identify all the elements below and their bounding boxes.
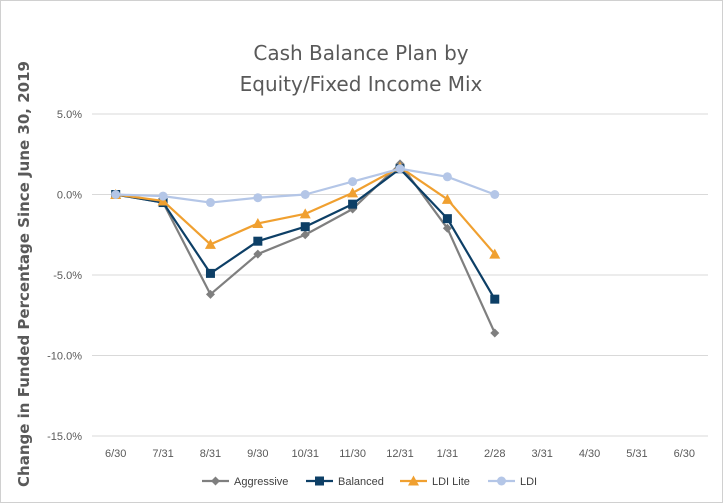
data-point-square [253,236,263,246]
data-point-square [205,268,215,278]
x-tick-label: 12/31 [386,448,414,460]
x-tick-label: 10/31 [291,448,319,460]
data-point-triangle [441,193,453,204]
data-point-triangle [489,248,501,259]
data-point-diamond [300,230,310,240]
data-point-circle [395,164,405,174]
data-point-circle [158,191,168,201]
data-point-circle [253,193,263,203]
x-tick-label: 5/31 [626,448,647,460]
x-tick-labels: 6/30 7/31 8/31 9/30 10/31 11/30 12/31 1/31 2/28 3… [105,448,695,460]
x-tick-label: 11/30 [339,448,366,460]
x-tick-label: 6/30 [674,448,695,460]
data-point-diamond [442,223,452,233]
data-point-circle [300,190,310,199]
data-point-square [315,476,324,486]
legend-item: LDI [488,476,537,488]
data-point-circle [205,198,215,208]
x-tick-label: 9/30 [247,448,268,460]
data-point-circle [490,190,500,199]
gridlines [92,113,708,437]
data-point-triangle [299,208,311,219]
data-point-triangle [204,238,216,249]
data-point-circle [111,190,121,199]
data-point-diamond [211,476,220,486]
data-point-square [300,222,310,232]
legend-item: Aggressive [202,476,288,488]
legend-label: Aggressive [234,476,288,488]
series-line [115,162,496,334]
data-point-diamond [253,249,263,259]
data-point-triangle [347,187,359,198]
legend-label: LDI [520,476,537,488]
x-tick-label: 8/31 [200,448,221,460]
y-tick-labels: 5.0% 0.0% -5.0% -10.0% -15.0% [47,109,82,443]
data-point-triangle [252,217,264,228]
chart-title-line1: Cash Balance Plan by [253,41,468,65]
legend: Aggressive Balanced LDI Lite LDI [202,475,537,488]
x-tick-label: 2/28 [484,448,505,460]
y-axis-title: Change in Funded Percentage Since June 3… [15,61,33,487]
series-lines [110,159,501,338]
x-tick-label: 4/30 [579,448,600,460]
data-point-diamond [490,328,500,338]
x-tick-label: 6/30 [105,448,126,460]
y-tick-label: 5.0% [57,109,82,121]
data-point-square [348,199,358,209]
data-point-circle [348,177,358,187]
legend-label: Balanced [338,476,384,488]
y-tick-label: -15.0% [47,431,82,443]
legend-item: Balanced [306,476,384,488]
data-point-diamond [205,289,215,299]
y-tick-label: 0.0% [57,190,82,202]
series-aggressive [111,159,500,338]
legend-item: LDI Lite [400,475,470,488]
series-ldi [111,164,500,208]
y-tick-label: -10.0% [47,351,82,363]
data-point-circle [442,172,452,182]
x-tick-label: 3/31 [531,448,552,460]
legend-label: LDI Lite [432,476,470,488]
x-tick-label: 1/31 [437,448,458,460]
x-tick-label: 7/31 [152,448,173,460]
data-point-circle [497,476,506,486]
data-point-square [490,294,500,304]
chart-title-line2: Equity/Fixed Income Mix [240,72,483,96]
data-point-triangle [408,475,419,486]
data-point-square [442,214,452,224]
y-tick-label: -5.0% [53,270,82,282]
